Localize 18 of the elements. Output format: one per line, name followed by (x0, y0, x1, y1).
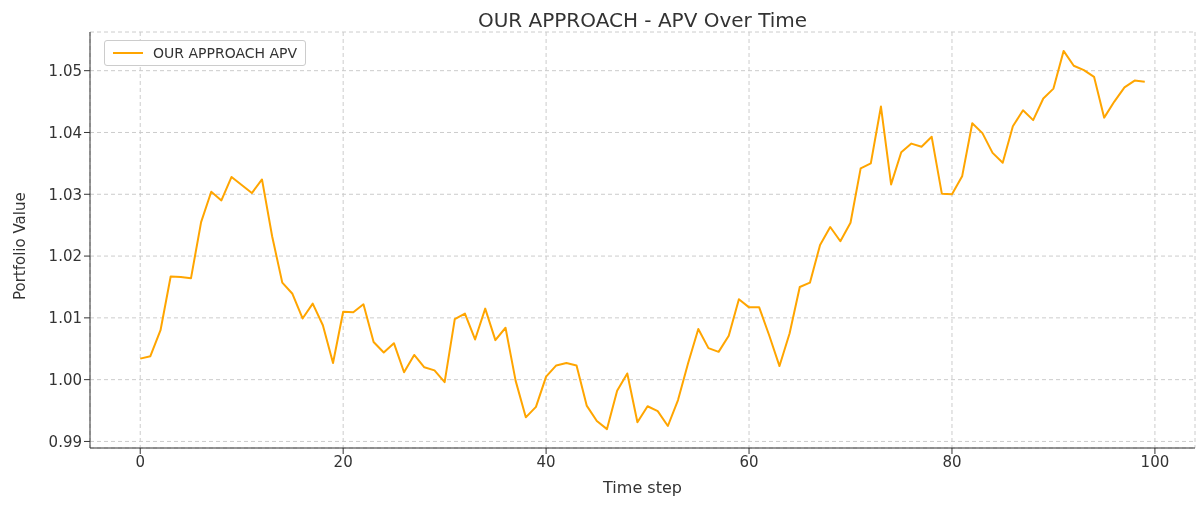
y-axis-title: Portfolio Value (11, 192, 30, 300)
x-tick-label: 0 (135, 452, 145, 471)
x-axis-title: Time step (602, 478, 682, 497)
x-tick-label: 80 (942, 452, 962, 471)
y-tick-label: 0.99 (48, 432, 82, 451)
x-tick-label: 40 (536, 452, 556, 471)
legend-label: OUR APPROACH APV (153, 45, 298, 61)
chart-title: OUR APPROACH - APV Over Time (476, 8, 809, 32)
y-tick-label: 1.04 (48, 123, 82, 142)
x-tick-label: 100 (1140, 452, 1170, 471)
y-tick-label: 1.05 (48, 62, 82, 81)
y-tick-label: 1.02 (48, 247, 82, 266)
y-tick-label: 1.01 (48, 309, 82, 328)
y-tick-label: 1.00 (48, 370, 82, 389)
x-tick-label: 20 (333, 452, 353, 471)
x-tick-label: 60 (739, 452, 759, 471)
y-tick-label: 1.03 (48, 185, 82, 204)
line-series (139, 49, 1146, 431)
